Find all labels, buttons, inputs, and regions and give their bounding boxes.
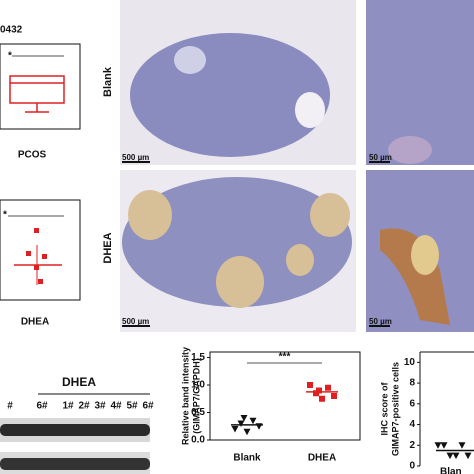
lane-label: 2#	[78, 401, 90, 412]
point	[307, 382, 313, 388]
lane-label: 6#	[142, 401, 154, 412]
y-tick-label: 0.5	[191, 407, 205, 418]
point	[458, 442, 466, 449]
lane-label: 6#	[36, 401, 48, 412]
plot-frame	[209, 351, 361, 441]
box	[9, 75, 65, 104]
blot-group: DHEA	[62, 375, 96, 389]
lane-label: 4#	[110, 401, 122, 412]
point	[452, 452, 460, 460]
y-tick-label: 4	[409, 419, 415, 430]
scale-bar-label: 500 µm	[122, 317, 149, 326]
sig: ***	[279, 352, 291, 363]
point	[319, 395, 325, 402]
y-tick-label: 1.5	[191, 352, 205, 363]
point	[434, 442, 442, 449]
scale-bar-label: 500 µm	[122, 153, 149, 162]
point	[331, 393, 337, 399]
lane-label: 1#	[62, 401, 74, 412]
point	[316, 387, 322, 394]
point	[237, 420, 245, 427]
panel-title: 0432	[0, 25, 23, 36]
lane-label: #	[7, 401, 13, 412]
x-tick-label: Blank	[233, 453, 261, 464]
point	[464, 452, 472, 460]
point	[446, 452, 454, 460]
y-tick-label: 0.0	[191, 435, 205, 446]
y-tick-label: 0	[409, 461, 415, 472]
lane-label: 3#	[94, 401, 106, 412]
point	[231, 426, 239, 433]
point	[243, 428, 251, 436]
y-tick-label: 10	[404, 357, 416, 368]
row-label: DHEA	[102, 232, 114, 263]
row-label: Blank	[102, 66, 114, 97]
scale-bar-label: 50 µm	[369, 317, 392, 326]
scale-bar-label: 50 µm	[369, 153, 392, 162]
y-axis-label: GIMAP7-positive cells	[390, 362, 400, 456]
sig: *	[3, 210, 7, 221]
y-tick-label: 8	[409, 378, 415, 389]
group-label: PCOS	[18, 150, 47, 161]
point	[249, 417, 257, 425]
point	[240, 415, 248, 422]
y-tick-label: 6	[409, 398, 415, 409]
y-tick-label: 1.0	[191, 380, 205, 391]
point	[440, 442, 448, 449]
histology	[120, 0, 474, 332]
x-tick-label: DHEA	[308, 453, 336, 464]
x-tick-label: Blan	[440, 467, 462, 474]
plot-frame	[0, 199, 81, 301]
point	[255, 423, 263, 430]
band	[0, 424, 150, 436]
y-tick-label: 2	[409, 440, 415, 451]
plot-frame	[0, 43, 81, 130]
sig: *	[8, 51, 12, 62]
y-axis-label: IHC score of	[379, 381, 389, 435]
group-label: DHEA	[21, 317, 49, 328]
y-axis-label: Relative band intensity	[180, 347, 190, 445]
band	[0, 458, 150, 470]
point	[325, 384, 331, 391]
y-axis-label: (GIMAP7/GAPDH)	[191, 358, 201, 434]
lane-label: 5#	[126, 401, 138, 412]
